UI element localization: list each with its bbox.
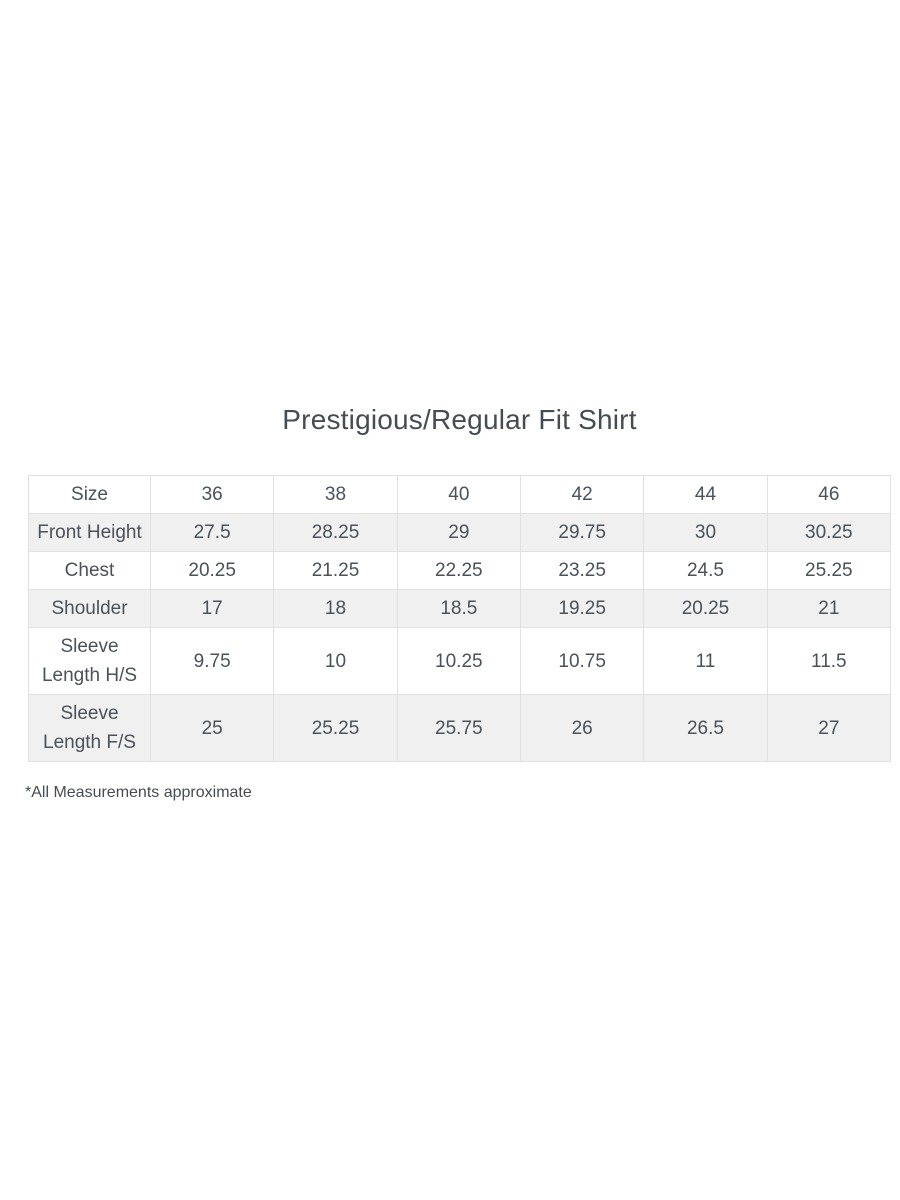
row-label-sleeve-hs: Sleeve Length H/S [28,627,151,695]
table-cell: 25.25 [766,551,892,590]
table-cell: 9.75 [149,627,275,695]
size-chart-table: Size 36 38 40 42 44 46 Front Height 27.5… [28,475,892,762]
table-cell: 25.25 [273,694,398,762]
table-cell: 24.5 [643,551,768,590]
header-cell-36: 36 [149,475,275,514]
table-cell: 10.75 [519,627,645,695]
table-cell: 25.75 [396,694,521,762]
table-cell: 17 [149,589,275,628]
row-label-front-height: Front Height [28,513,151,552]
table-cell: 26.5 [643,694,768,762]
row-label-sleeve-fs: Sleeve Length F/S [28,694,151,762]
table-cell: 21.25 [273,551,398,590]
table-cell: 29 [396,513,521,552]
table-cell: 25 [149,694,275,762]
table-cell: 22.25 [396,551,521,590]
table-cell: 18 [273,589,398,628]
page-title: Prestigious/Regular Fit Shirt [282,404,637,435]
row-label-shoulder: Shoulder [28,589,151,628]
table-cell: 29.75 [519,513,645,552]
header-cell-size: Size [28,475,151,514]
table-cell: 18.5 [396,589,521,628]
measurements-footnote: *All Measurements approximate [25,784,252,801]
table-header-row: Size 36 38 40 42 44 46 [28,475,892,514]
table-cell: 28.25 [273,513,398,552]
table-cell: 11.5 [766,627,892,695]
table-cell: 19.25 [519,589,645,628]
row-label-chest: Chest [28,551,151,590]
table-cell: 30.25 [766,513,892,552]
size-chart-section: Prestigious/Regular Fit Shirt Size 36 38… [25,0,892,803]
header-cell-46: 46 [766,475,892,514]
table-cell: 20.25 [149,551,275,590]
header-cell-42: 42 [519,475,645,514]
table-cell: 10 [273,627,398,695]
table-cell: 26 [519,694,645,762]
table-cell: 21 [766,589,892,628]
table-row-chest: Chest 20.25 21.25 22.25 23.25 24.5 25.25 [28,551,892,590]
header-cell-44: 44 [643,475,768,514]
header-cell-38: 38 [273,475,398,514]
table-cell: 30 [643,513,768,552]
table-cell: 27.5 [149,513,275,552]
table-cell: 27 [766,694,892,762]
table-cell: 11 [643,627,768,695]
table-cell: 20.25 [643,589,768,628]
table-cell: 10.25 [396,627,521,695]
table-row-sleeve-hs: Sleeve Length H/S 9.75 10 10.25 10.75 11… [28,627,892,695]
table-cell: 23.25 [519,551,645,590]
table-row-front-height: Front Height 27.5 28.25 29 29.75 30 30.2… [28,513,892,552]
table-row-shoulder: Shoulder 17 18 18.5 19.25 20.25 21 [28,589,892,628]
header-cell-40: 40 [396,475,521,514]
table-row-sleeve-fs: Sleeve Length F/S 25 25.25 25.75 26 26.5… [28,694,892,762]
